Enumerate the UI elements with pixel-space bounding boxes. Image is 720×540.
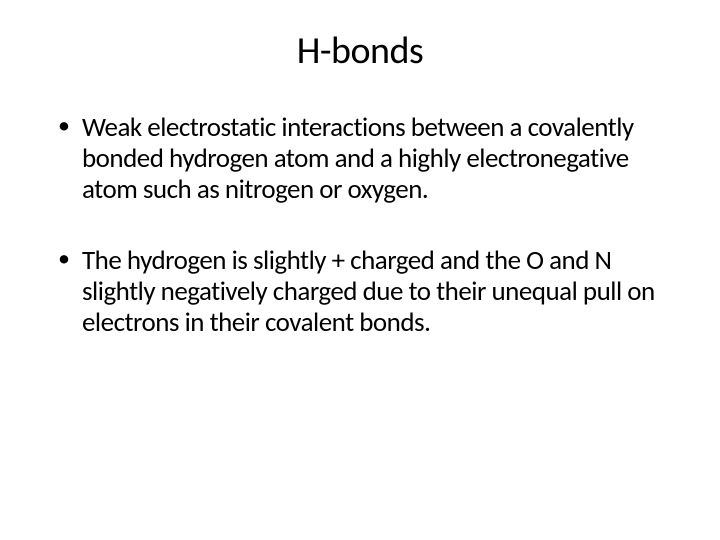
bullet-list: Weak electrostatic interactions between … <box>56 112 664 338</box>
slide-title: H-bonds <box>56 28 664 74</box>
list-item: The hydrogen is slightly + charged and t… <box>56 245 664 338</box>
list-item: Weak electrostatic interactions between … <box>56 112 664 205</box>
